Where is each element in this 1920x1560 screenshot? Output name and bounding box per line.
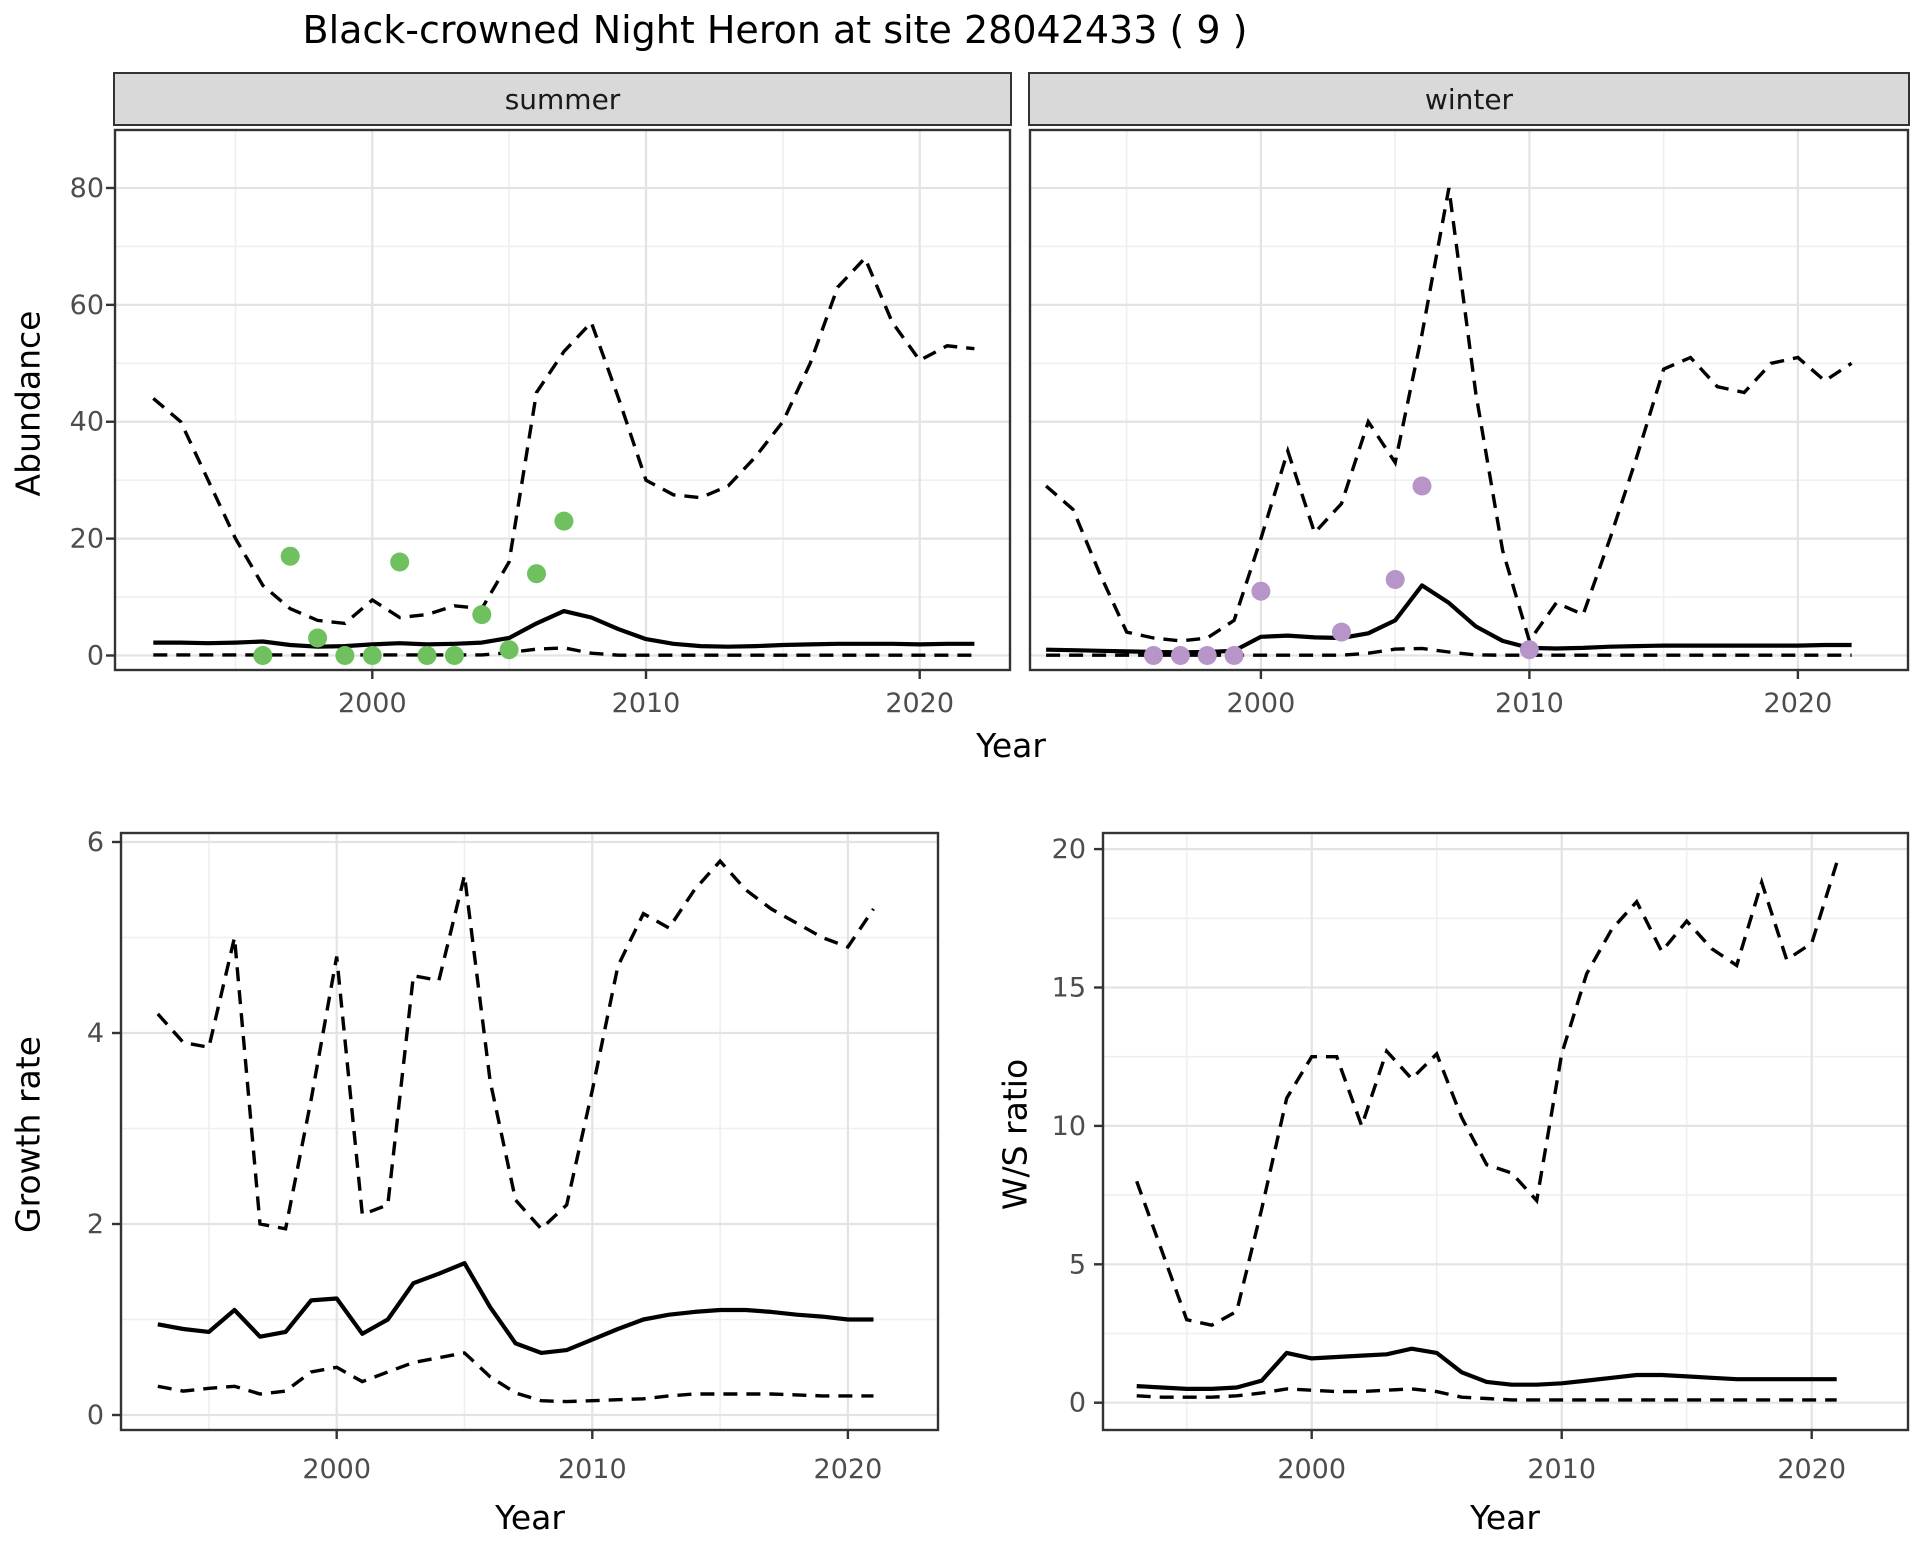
ci-lower-line (157, 1351, 874, 1404)
panel-background (1030, 130, 1908, 670)
observation-point (417, 646, 437, 665)
panel-background (121, 833, 938, 1430)
y-tick-label: 2 (87, 1209, 104, 1240)
observation-point (362, 646, 382, 665)
observation-point (1251, 581, 1271, 601)
x-axis-title-growth-rate: Year (495, 1498, 565, 1537)
observation-point (472, 605, 492, 625)
y-tick-label: 0 (1069, 1388, 1086, 1419)
ci-lower-line (1046, 646, 1852, 657)
y-axis-title-growth-rate: Growth rate (8, 1036, 48, 1233)
panel-background (115, 130, 1010, 670)
x-tick-label: 2020 (885, 688, 954, 719)
y-tick-label: 15 (1052, 973, 1086, 1004)
x-axis-title-abundance: Year (976, 726, 1046, 765)
y-tick-label: 80 (70, 173, 104, 204)
x-tick-label: 2010 (612, 688, 681, 719)
x-tick-label: 2010 (1527, 1454, 1596, 1485)
y-tick-label: 20 (1052, 834, 1086, 865)
x-axis-title-ws-ratio: Year (1470, 1498, 1540, 1537)
y-axis-title-abundance: Abundance (8, 310, 48, 497)
observation-point (1412, 476, 1432, 496)
x-tick-label: 2010 (558, 1454, 627, 1485)
facet-strip-winter-label: winter (1424, 82, 1514, 116)
x-tick-label: 2000 (338, 688, 407, 719)
observation-point (390, 552, 410, 572)
observation-point (280, 546, 300, 566)
x-tick-label: 2000 (1227, 688, 1296, 719)
observation-point (1144, 646, 1163, 665)
ci-lower-line (1136, 1387, 1837, 1402)
x-tick-label: 2000 (302, 1454, 371, 1485)
y-tick-label: 40 (70, 407, 104, 438)
panel-border (119, 831, 940, 1432)
figure-title: Black-crowned Night Heron at site 280424… (302, 8, 1248, 52)
observation-point (253, 646, 273, 665)
observation-point (527, 564, 546, 584)
observation-point (335, 646, 355, 665)
observation-point (1197, 646, 1217, 665)
y-tick-label: 60 (70, 290, 104, 321)
observation-point (308, 628, 328, 648)
y-tick-label: 10 (1052, 1111, 1086, 1142)
observation-point (1170, 646, 1190, 665)
x-tick-label: 2020 (1777, 1454, 1846, 1485)
observation-point (1385, 570, 1405, 589)
facet-strip-winter: winter (1028, 72, 1910, 126)
y-axis-title-ws-ratio: W/S ratio (995, 1058, 1035, 1211)
x-tick-label: 2000 (1277, 1454, 1346, 1485)
y-tick-label: 20 (70, 524, 104, 555)
y-tick-label: 5 (1069, 1249, 1086, 1280)
panel-border (113, 128, 1012, 672)
y-tick-label: 0 (87, 641, 104, 672)
ci-upper-line (1044, 187, 1853, 645)
observation-point (1519, 640, 1539, 660)
observation-point (1332, 622, 1351, 642)
y-tick-label: 0 (87, 1400, 104, 1431)
panel-background (1103, 833, 1908, 1430)
observation-point (1224, 646, 1244, 665)
panel-border (1028, 128, 1910, 672)
y-tick-label: 6 (87, 827, 104, 858)
x-tick-label: 2020 (1764, 688, 1833, 719)
observation-point (444, 646, 464, 665)
ci-upper-line (152, 255, 975, 626)
y-tick-label: 4 (87, 1018, 104, 1049)
facet-strip-summer: summer (113, 72, 1012, 126)
panel-border (1101, 831, 1910, 1432)
ci-upper-line (1135, 862, 1839, 1327)
fit-line (157, 1261, 874, 1356)
fit-line (153, 608, 975, 649)
observation-point (554, 511, 574, 531)
observation-point (499, 640, 519, 660)
x-tick-label: 2010 (1495, 688, 1564, 719)
fit-line (1136, 1346, 1837, 1392)
x-tick-label: 2020 (814, 1454, 883, 1485)
ci-upper-line (156, 858, 875, 1232)
facet-strip-summer-label: summer (504, 82, 621, 116)
